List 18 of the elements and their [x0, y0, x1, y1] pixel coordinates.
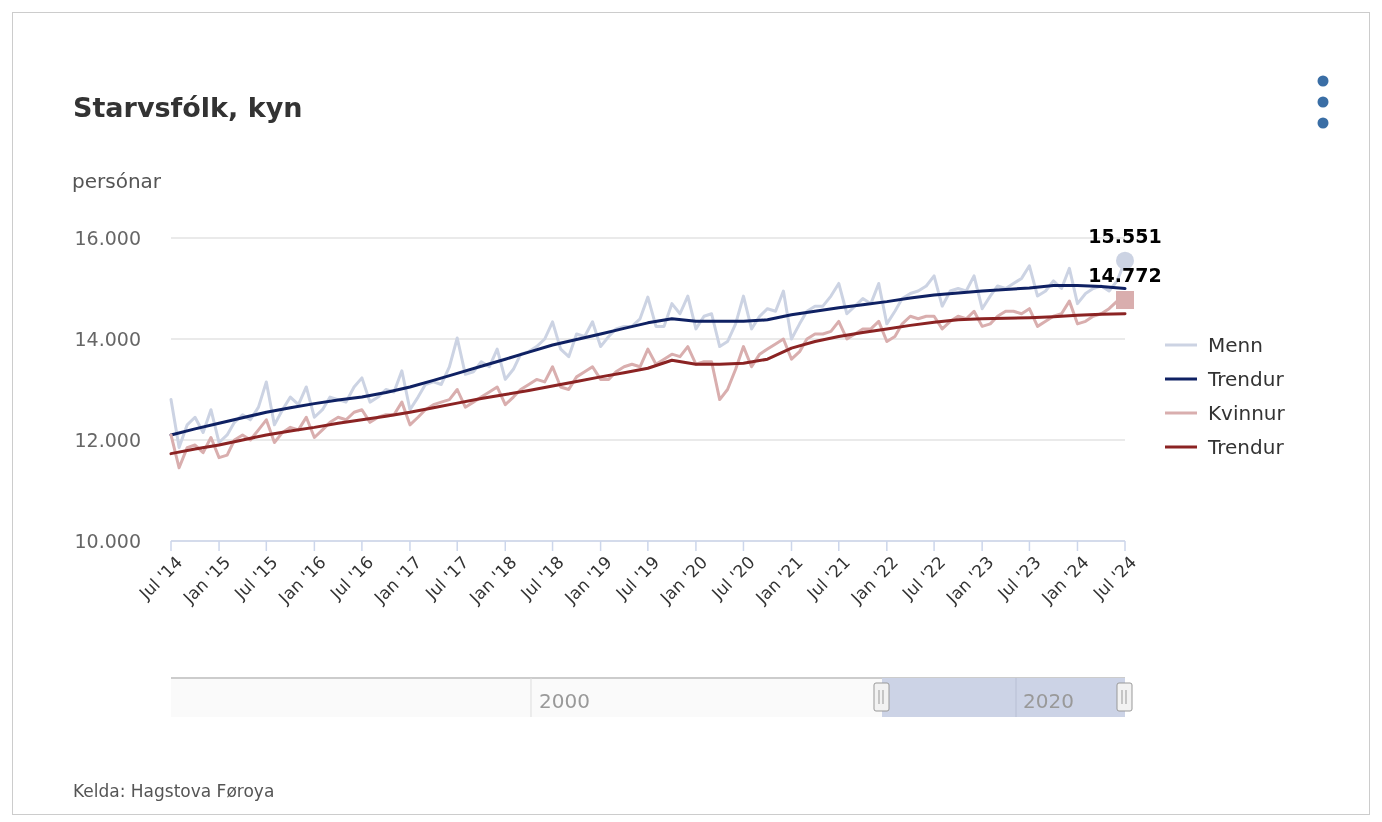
x-tick-label: Jul '24 [1088, 552, 1141, 604]
text: 2020 [1023, 689, 1074, 713]
line-series [169, 283, 1127, 437]
legend-label: Menn [1208, 333, 1263, 357]
text: Kelda: Hagstova Føroya [73, 781, 275, 801]
y-axis-title: persónar [72, 169, 162, 193]
legend-label: Trendur [1207, 367, 1285, 391]
y-tick-label: 12.000 [74, 428, 141, 451]
text: 2000 [539, 689, 590, 713]
legend-label: Kvinnur [1208, 401, 1286, 425]
y-tick-label: 10.000 [74, 529, 141, 552]
chart-title: Starvsfólk, kyn [73, 92, 303, 123]
data-label: 15.551 [1088, 224, 1162, 247]
y-tick-label: 14.000 [74, 327, 141, 350]
data-label: 14.772 [1088, 264, 1162, 287]
line-series [169, 312, 1127, 456]
legend-label: Trendur [1207, 435, 1285, 459]
y-tick-label: 16.000 [74, 226, 141, 249]
